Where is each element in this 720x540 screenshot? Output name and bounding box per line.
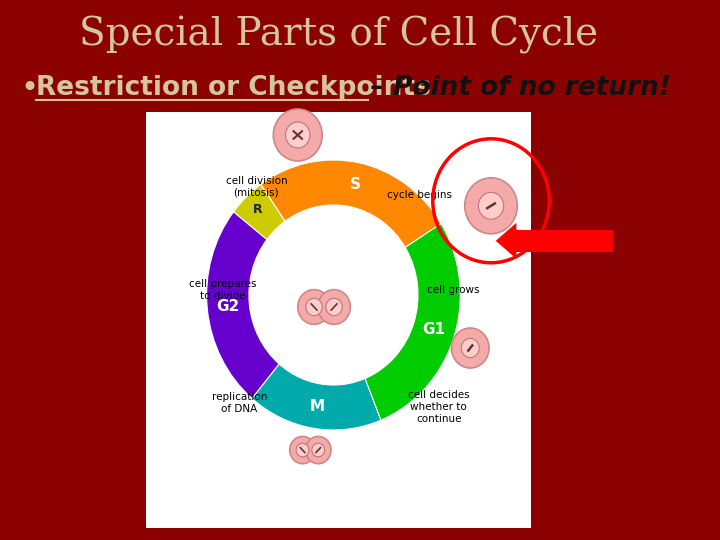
Polygon shape	[145, 112, 531, 528]
Wedge shape	[207, 212, 279, 399]
Text: Point of no return!: Point of no return!	[392, 75, 670, 101]
Circle shape	[298, 289, 330, 325]
Circle shape	[289, 436, 315, 464]
Text: M: M	[310, 399, 325, 414]
Wedge shape	[233, 185, 285, 240]
Circle shape	[464, 178, 518, 234]
Polygon shape	[237, 232, 246, 249]
Text: Special Parts of Cell Cycle: Special Parts of Cell Cycle	[78, 16, 598, 54]
Text: –: –	[370, 75, 392, 101]
Text: cell decides
whether to
continue: cell decides whether to continue	[408, 390, 469, 423]
Polygon shape	[513, 230, 613, 252]
Polygon shape	[230, 251, 235, 270]
Circle shape	[478, 192, 504, 219]
Circle shape	[451, 328, 489, 368]
Text: Restriction or Checkpoints: Restriction or Checkpoints	[36, 75, 440, 101]
Circle shape	[274, 109, 322, 161]
Text: •: •	[21, 73, 39, 103]
Circle shape	[296, 443, 309, 457]
Wedge shape	[252, 364, 381, 430]
Wedge shape	[365, 224, 460, 420]
Text: cycle begins: cycle begins	[387, 190, 452, 200]
Circle shape	[305, 436, 331, 464]
Circle shape	[462, 339, 480, 357]
Circle shape	[306, 298, 323, 316]
Circle shape	[286, 122, 310, 148]
Circle shape	[326, 298, 342, 316]
Text: G2: G2	[217, 299, 240, 314]
Text: cell grows: cell grows	[428, 285, 480, 295]
Text: S: S	[350, 178, 361, 192]
Wedge shape	[261, 160, 441, 247]
Text: cell prepares
to divide: cell prepares to divide	[189, 279, 256, 301]
Circle shape	[318, 289, 351, 325]
Text: G1: G1	[423, 322, 446, 338]
Circle shape	[312, 443, 325, 457]
Text: R: R	[253, 202, 263, 215]
Text: cell division
(mitosis): cell division (mitosis)	[225, 176, 287, 198]
Text: replication
of DNA: replication of DNA	[212, 392, 267, 414]
Polygon shape	[496, 223, 516, 259]
